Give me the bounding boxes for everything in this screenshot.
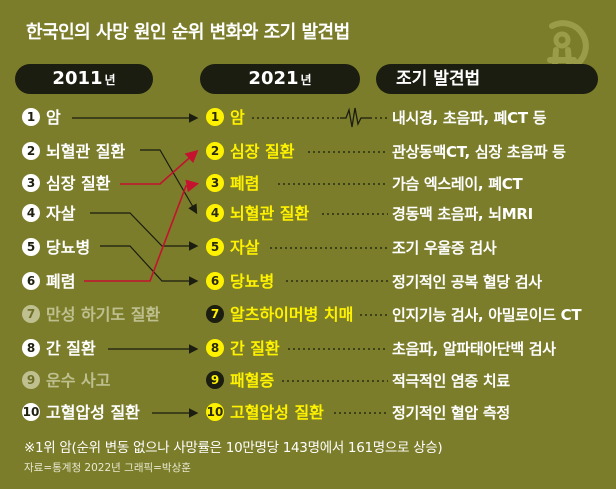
rank-2011-item: 9 운수 사고: [22, 369, 110, 393]
rank-number: 3: [206, 173, 224, 192]
rank-label: 운수 사고: [46, 371, 111, 390]
rank-2021-item: 6 당뇨병: [206, 270, 274, 294]
rank-label: 간 질환: [230, 339, 280, 358]
ecg-pulse-icon: [340, 107, 370, 128]
method-item: 정기적인 공복 혈당 검사: [392, 273, 542, 291]
rank-number: 6: [206, 271, 224, 290]
rank-number: 2: [206, 141, 224, 160]
rank-number: 5: [206, 237, 224, 256]
arrow-suicide: [90, 212, 199, 251]
source-credit: 자료=통계청 2022년 그래픽=박상훈: [24, 462, 191, 474]
arrow-heart-disease: [120, 149, 199, 185]
method-item: 조기 우울증 검사: [392, 239, 497, 257]
method-item: 관상동맥CT, 심장 초음파 등: [392, 143, 566, 161]
method-leaders: [252, 117, 388, 414]
header-methods: 조기 발견법: [376, 64, 598, 94]
rank-label: 알츠하이머병 치매: [230, 305, 354, 324]
rank-number: 7: [22, 304, 40, 323]
rank-2021-item: 3 폐렴: [206, 172, 259, 196]
method-item: 정기적인 혈압 측정: [392, 404, 510, 422]
rank-number: 9: [206, 370, 224, 389]
header-2011: 2011 년: [15, 64, 153, 94]
rank-2011-item: 10 고혈압성 질환: [22, 401, 140, 425]
rank-2011-item: 4 자살: [22, 202, 75, 226]
rank-number: 8: [22, 338, 40, 357]
rank-label: 뇌혈관 질환: [46, 142, 126, 161]
rank-label: 암: [46, 108, 61, 127]
rank-label: 만성 하기도 질환: [46, 305, 161, 324]
page-title: 한국인의 사망 원인 순위 변화와 조기 발견법: [26, 22, 350, 43]
rank-2021-item: 9 패혈증: [206, 369, 274, 393]
rank-number: 1: [206, 107, 224, 126]
method-item: 경동맥 초음파, 뇌MRI: [392, 205, 533, 223]
method-item: 초음파, 알파태아단백 검사: [392, 340, 556, 358]
rank-2011-item: 8 간 질환: [22, 337, 96, 361]
rank-2011-item: 6 폐렴: [22, 270, 75, 294]
header-2021: 2021 년: [200, 64, 360, 94]
rank-2011-item: 7 만성 하기도 질환: [22, 303, 160, 327]
rank-2011-item: 2 뇌혈관 질환: [22, 140, 125, 164]
rank-2021-item: 10 고혈압성 질환: [206, 401, 324, 425]
method-item: 내시경, 초음파, 폐CT 등: [392, 109, 547, 127]
rank-label: 당뇨병: [46, 238, 91, 257]
rank-label: 패혈증: [230, 371, 275, 390]
arrow-diabetes: [100, 245, 199, 286]
rank-label: 간 질환: [46, 339, 96, 358]
footnote: ※1위 암(순위 변동 없으나 사망률은 10만명당 143명에서 161명으로…: [24, 440, 443, 456]
rank-2011-item: 3 심장 질환: [22, 172, 110, 196]
rank-label: 고혈압성 질환: [46, 403, 140, 422]
rank-2021-item: 2 심장 질환: [206, 140, 294, 164]
rank-number: 10: [22, 402, 40, 421]
rank-label: 폐렴: [46, 272, 76, 291]
rank-number: 5: [22, 237, 40, 256]
method-item: 인지기능 검사, 아밀로이드 CT: [392, 306, 582, 324]
rank-2021-item: 4 뇌혈관 질환: [206, 202, 309, 226]
rank-number: 1: [22, 107, 40, 126]
rank-number: 6: [22, 271, 40, 290]
rank-label: 심장 질환: [46, 174, 111, 193]
rank-label: 당뇨병: [230, 272, 275, 291]
rank-label: 자살: [46, 204, 76, 223]
header-2021-suffix: 년: [300, 73, 312, 87]
rank-number: 3: [22, 173, 40, 192]
rank-2021-item: 7 알츠하이머병 치매: [206, 303, 353, 327]
rank-label: 암: [230, 108, 245, 127]
rank-label: 폐렴: [230, 174, 260, 193]
rank-label: 뇌혈관 질환: [230, 204, 310, 223]
header-2011-year: 2011: [52, 68, 103, 89]
method-item: 적극적인 염증 치료: [392, 372, 510, 390]
arrow-pneumonia: [84, 179, 200, 282]
rank-number: 9: [22, 370, 40, 389]
rank-2021-item: 8 간 질환: [206, 337, 280, 361]
rank-number: 2: [22, 141, 40, 160]
method-item: 가슴 엑스레이, 폐CT: [392, 175, 523, 193]
header-2011-suffix: 년: [104, 73, 116, 87]
rank-number: 7: [206, 304, 224, 323]
rank-label: 고혈압성 질환: [230, 403, 324, 422]
rank-label: 심장 질환: [230, 142, 295, 161]
header-2021-year: 2021: [248, 68, 299, 89]
rank-number: 4: [22, 203, 40, 222]
rank-number: 10: [206, 402, 224, 421]
rank-2021-item: 5 자살: [206, 236, 259, 260]
rank-label: 자살: [230, 238, 260, 257]
rank-number: 8: [206, 338, 224, 357]
rank-2011-item: 5 당뇨병: [22, 236, 90, 260]
rank-number: 4: [206, 203, 224, 222]
